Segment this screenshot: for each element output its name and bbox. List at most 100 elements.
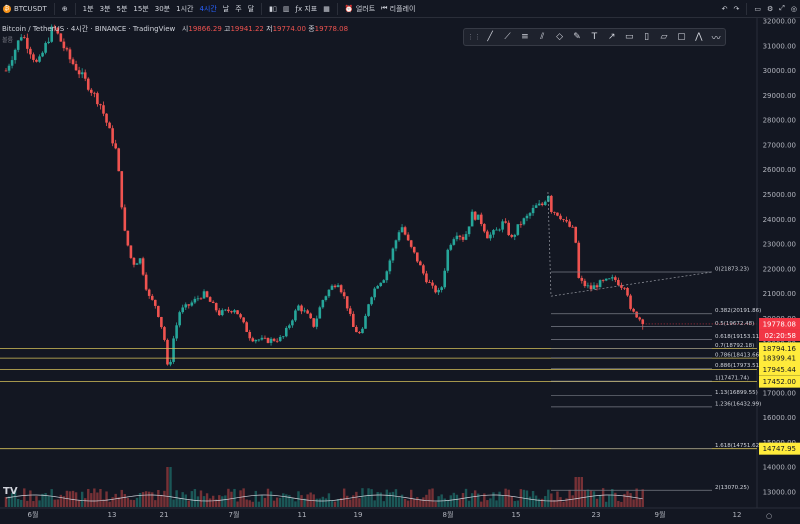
candle-body <box>565 219 568 222</box>
layout-icon[interactable]: ▭ <box>754 4 761 13</box>
candle-body <box>202 291 206 299</box>
brush-icon[interactable]: ✎ <box>573 32 581 42</box>
price-chart[interactable]: 0(21873.23) 0.382(20191.86) 0.5(19672.48) 0… <box>0 18 800 524</box>
volume-bar <box>324 498 328 507</box>
note-icon[interactable]: ▭ <box>624 32 634 42</box>
settings-icon: ○ <box>766 512 772 520</box>
volume-bar <box>71 490 75 507</box>
candle-body <box>550 195 553 212</box>
interval-1m[interactable]: 1분 <box>82 4 94 13</box>
volume-bar <box>236 501 239 507</box>
candle-body <box>68 49 72 60</box>
volume-bar <box>23 488 26 507</box>
countdown-box <box>759 329 800 341</box>
volume-bar <box>431 488 434 507</box>
interval-week[interactable]: 주 <box>235 4 242 13</box>
volume-bar <box>263 497 267 507</box>
interval-15m[interactable]: 15분 <box>133 4 149 13</box>
candle-body <box>239 314 242 318</box>
price-tag-label: 17452.00 <box>763 378 796 386</box>
bar-style-icon[interactable]: ▮▯ <box>269 4 277 13</box>
volume-bar <box>632 499 635 507</box>
candle-body <box>586 285 590 287</box>
volume-bar <box>638 498 641 507</box>
redo-icon[interactable]: ↷ <box>733 4 740 13</box>
volume-bar <box>385 489 389 507</box>
channel-icon[interactable]: ⫽ <box>540 32 545 42</box>
range-icon[interactable]: ▢ <box>677 32 686 42</box>
volume-bar <box>29 490 32 507</box>
candle-body <box>574 226 578 243</box>
chart-background <box>0 18 800 524</box>
candle-body <box>297 305 300 311</box>
trend-line-icon[interactable]: ╱ <box>487 32 493 42</box>
ray-icon[interactable]: ⟋ <box>504 32 511 42</box>
candle-body <box>589 285 593 290</box>
price-label-icon[interactable]: ▱ <box>660 32 668 42</box>
candle-body <box>291 320 294 326</box>
candle-body <box>358 332 361 334</box>
settings-icon[interactable]: ⚙ <box>767 4 774 13</box>
price-tag-box <box>759 317 800 330</box>
interval-1h[interactable]: 1시간 <box>176 4 194 13</box>
replay-button[interactable]: ⏮ 리플레이 <box>378 0 418 18</box>
volume-bar <box>254 490 258 507</box>
interval-30m[interactable]: 30분 <box>154 4 171 13</box>
volume-legend: 볼륨 <box>2 37 14 44</box>
interval-month[interactable]: 달 <box>247 4 255 13</box>
alert-button[interactable]: ⏰ 얼러트 <box>342 0 378 18</box>
price-tick-label: 22000.00 <box>763 265 796 273</box>
candle-body <box>434 285 437 293</box>
text-icon[interactable]: T <box>591 32 598 42</box>
price-tick-label: 13000.00 <box>763 489 796 497</box>
volume-bar <box>62 496 66 507</box>
candle-body <box>190 302 194 306</box>
candle-body <box>242 317 245 323</box>
volume-bar <box>205 493 209 507</box>
price-tag-box <box>759 442 800 455</box>
interval-4h[interactable]: 4시간 <box>199 4 217 13</box>
grip-icon[interactable]: ⋮⋮ <box>467 33 482 41</box>
volume-bar <box>102 499 105 507</box>
divider <box>261 2 263 15</box>
volume-bar <box>519 489 523 507</box>
arrow-icon[interactable]: ↗ <box>608 32 616 42</box>
candle-body <box>13 49 17 61</box>
candle-body <box>59 33 63 42</box>
price-tag-label: 14747.95 <box>763 445 796 453</box>
price-tag-1: 18794.16 <box>759 342 800 355</box>
volume-bar <box>352 495 355 507</box>
callout-icon[interactable]: ▯ <box>644 32 650 42</box>
elliott-wave-icon[interactable]: 〰 <box>711 33 721 44</box>
candle-body <box>415 252 419 262</box>
candle-body <box>571 226 574 228</box>
candle-body <box>178 312 181 326</box>
candle-body <box>610 277 614 279</box>
fullscreen-icon[interactable]: ⤢ <box>779 4 785 12</box>
interval-day[interactable]: 날 <box>222 4 230 13</box>
indicators-button[interactable]: ƒx 지표 <box>293 0 321 18</box>
candle-body <box>318 307 322 319</box>
plus-icon[interactable]: ⊕ <box>61 4 68 13</box>
candle-body <box>275 340 279 342</box>
templates-icon[interactable]: ▦ <box>323 4 330 13</box>
interval-5m[interactable]: 5분 <box>116 4 128 13</box>
ellipse-icon[interactable]: ◇ <box>556 32 564 42</box>
interval-3m[interactable]: 3분 <box>99 4 111 13</box>
candle-body <box>617 279 620 286</box>
fib-level-label: 0(21873.23) <box>715 267 749 273</box>
undo-icon[interactable]: ↶ <box>721 4 728 13</box>
price-tick-label: 26000.00 <box>763 166 796 174</box>
compare-icon[interactable]: ▥ <box>282 4 290 13</box>
fib-icon[interactable]: ≡ <box>521 32 529 42</box>
candle-body <box>166 339 169 365</box>
candle-body <box>257 339 261 341</box>
snapshot-icon[interactable]: ◎ <box>790 4 797 13</box>
symbol-search[interactable]: ₿ BTCUSDT <box>0 0 50 18</box>
candle-body <box>406 234 410 241</box>
candle-body <box>324 296 328 301</box>
xabcd-pattern-icon[interactable]: ⋀ <box>695 32 703 42</box>
price-tag-box <box>759 375 800 388</box>
candle-body <box>117 148 121 172</box>
volume-bar <box>611 489 614 507</box>
